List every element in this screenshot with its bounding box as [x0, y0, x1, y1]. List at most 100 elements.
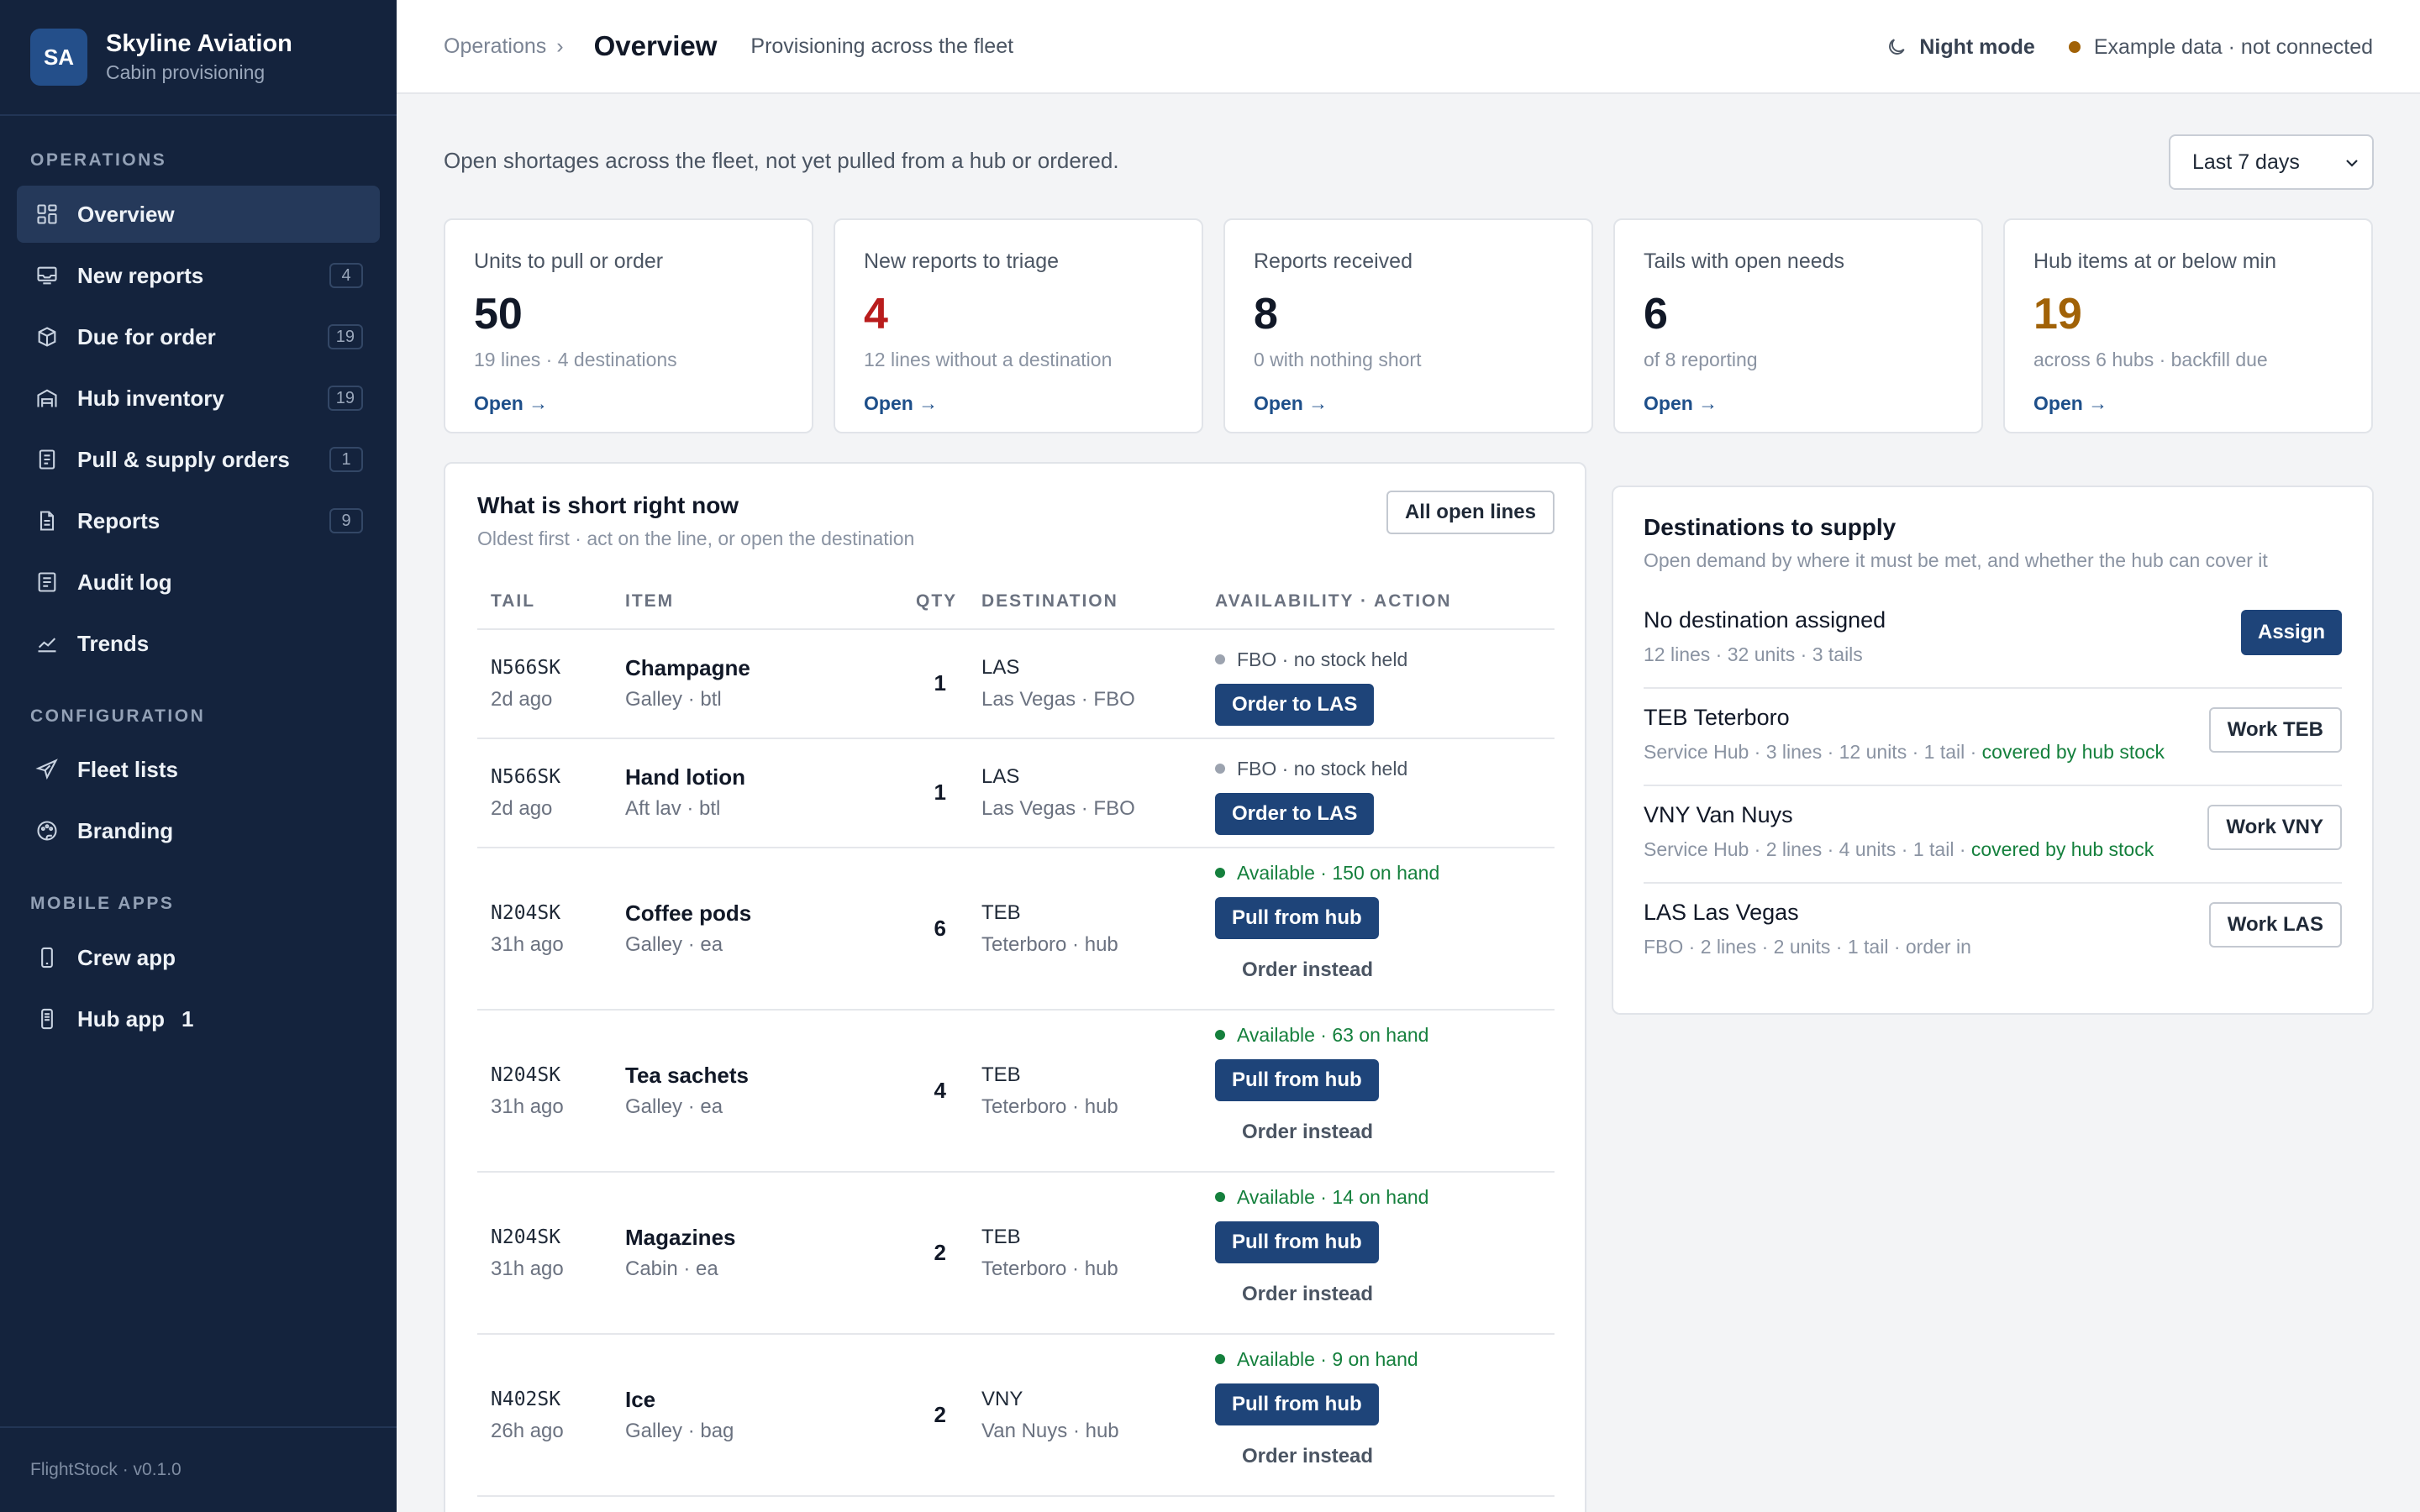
date-range-select[interactable]: Last 7 days: [2169, 134, 2374, 190]
sidebar: SA Skyline Aviation Cabin provisioning O…: [0, 0, 397, 1512]
status-text: Example data · not connected: [2093, 34, 2373, 59]
status-dot: [1215, 654, 1225, 664]
stat-open-link[interactable]: Open →: [1254, 392, 1328, 414]
work-las-button[interactable]: Work LAS: [2208, 902, 2342, 948]
stat-open-link[interactable]: Open →: [864, 392, 939, 414]
destination-name: Las Vegas · FBO: [981, 688, 1135, 711]
destination-title: LAS Las Vegas: [1644, 900, 1799, 925]
sidebar-item-reports[interactable]: Reports 9: [17, 492, 380, 549]
tail-number[interactable]: N566SK: [491, 766, 561, 788]
reported-ago: 31h ago: [491, 1095, 564, 1118]
nav-section-mobile-apps: MOBILE APPS: [30, 894, 175, 913]
order-instead-link[interactable]: Order instead: [1242, 958, 1374, 981]
tail-number[interactable]: N566SK: [491, 657, 561, 679]
sidebar-item-branding[interactable]: Branding: [17, 802, 380, 859]
sidebar-item-due-for-order[interactable]: Due for order 19: [17, 308, 380, 365]
column-header-destination: DESTINATION: [981, 591, 1118, 611]
stat-label: New reports to triage: [864, 249, 1060, 273]
sidebar-item-hub-app[interactable]: Hub app 1: [17, 990, 380, 1047]
sidebar-item-label: Reports: [77, 507, 160, 533]
destination-code[interactable]: LAS: [981, 656, 1020, 679]
pull-from-hub-button[interactable]: Pull from hub: [1215, 1383, 1379, 1425]
item-location: Galley · bag: [625, 1420, 734, 1442]
destination-code[interactable]: LAS: [981, 765, 1020, 788]
stat-note: across 6 hubs · backfill due: [2033, 349, 2268, 370]
order-button[interactable]: Order to LAS: [1215, 684, 1375, 726]
count-badge: 9: [329, 508, 363, 533]
destination-name: Teterboro · hub: [981, 1095, 1118, 1118]
work-vny-button[interactable]: Work VNY: [2207, 805, 2342, 850]
tail-number[interactable]: N402SK: [491, 1389, 561, 1410]
sidebar-item-hub-inventory[interactable]: Hub inventory 19: [17, 370, 380, 427]
destination-row-vny: VNY Van Nuys Service Hub · 2 lines · 4 u…: [1644, 786, 2342, 884]
sidebar-item-crew-app[interactable]: Crew app: [17, 929, 380, 986]
panel-title: What is short right now: [477, 492, 739, 518]
destination-row-las: LAS Las Vegas FBO · 2 lines · 2 units · …: [1644, 884, 2342, 981]
destination-code[interactable]: TEB: [981, 1063, 1021, 1086]
short-now-panel: What is short right now Oldest first · a…: [444, 462, 1586, 1512]
clipboard-icon: [35, 448, 59, 471]
sidebar-item-pull-supply-orders[interactable]: Pull & supply orders 1: [17, 431, 380, 488]
tail-number[interactable]: N204SK: [491, 1226, 561, 1248]
work-teb-button[interactable]: Work TEB: [2208, 707, 2342, 753]
pull-from-hub-button[interactable]: Pull from hub: [1215, 897, 1379, 939]
stat-open-link[interactable]: Open →: [2033, 392, 2108, 414]
list-icon: [35, 570, 59, 594]
item-name: Hand lotion: [625, 764, 745, 790]
stat-card-hub-items: Hub items at or below min 19 across 6 hu…: [2003, 218, 2373, 433]
count-badge: 19: [327, 324, 363, 349]
all-open-lines-button[interactable]: All open lines: [1386, 491, 1555, 534]
quantity: 2: [934, 1240, 946, 1265]
order-instead-link[interactable]: Order instead: [1242, 1445, 1374, 1467]
breadcrumb-operations[interactable]: Operations: [444, 34, 547, 58]
quantity: 4: [934, 1078, 946, 1103]
stat-value: 4: [864, 290, 888, 339]
destinations-panel: Destinations to supply Open demand by wh…: [1612, 486, 2374, 1015]
stat-value: 8: [1254, 290, 1278, 339]
order-instead-link[interactable]: Order instead: [1242, 1283, 1374, 1305]
sidebar-item-overview[interactable]: Overview: [17, 186, 380, 243]
stat-label: Hub items at or below min: [2033, 249, 2277, 273]
sidebar-item-new-reports[interactable]: New reports 4: [17, 247, 380, 304]
assign-button[interactable]: Assign: [2240, 610, 2342, 655]
night-mode-toggle[interactable]: Night mode: [1886, 35, 2035, 60]
panel-subtitle: Oldest first · act on the line, or open …: [477, 528, 915, 549]
quantity: 2: [934, 1402, 946, 1427]
availability-text: Available · 14 on hand: [1237, 1186, 1429, 1208]
connection-status: Example data · not connected: [2068, 34, 2373, 60]
status-dot: [1215, 1192, 1225, 1202]
destination-name: Teterboro · hub: [981, 1257, 1118, 1280]
count-badge: 4: [329, 263, 363, 288]
tail-number[interactable]: N204SK: [491, 1064, 561, 1086]
destination-code[interactable]: TEB: [981, 1226, 1021, 1248]
tail-number[interactable]: N204SK: [491, 902, 561, 924]
destination-row-teb: TEB Teterboro Service Hub · 3 lines · 12…: [1644, 689, 2342, 786]
availability-status: Available · 9 on hand: [1215, 1347, 1418, 1372]
status-dot: [1215, 1030, 1225, 1040]
stat-open-link[interactable]: Open →: [474, 392, 549, 414]
pull-from-hub-button[interactable]: Pull from hub: [1215, 1221, 1379, 1263]
table-row: N566SK 2d ago Champagne Galley · btl 1 L…: [477, 630, 1555, 739]
brand[interactable]: SA Skyline Aviation Cabin provisioning: [0, 0, 397, 116]
availability-text: FBO · no stock held: [1237, 758, 1408, 780]
sidebar-item-trends[interactable]: Trends: [17, 615, 380, 672]
destination-code[interactable]: TEB: [981, 901, 1021, 924]
order-button[interactable]: Order to LAS: [1215, 793, 1375, 835]
version-footer: FlightStock · v0.1.0: [0, 1426, 397, 1512]
sidebar-item-fleet-lists[interactable]: Fleet lists: [17, 741, 380, 798]
quantity: 1: [934, 670, 946, 696]
availability-status: Available · 14 on hand: [1215, 1184, 1428, 1210]
destination-code[interactable]: VNY: [981, 1388, 1023, 1410]
top-bar: Operations › Overview Provisioning acros…: [397, 0, 2420, 94]
trend-icon: [35, 632, 59, 655]
sidebar-item-audit-log[interactable]: Audit log: [17, 554, 380, 611]
stat-open-link[interactable]: Open →: [1644, 392, 1718, 414]
status-dot: [1215, 1354, 1225, 1364]
pull-from-hub-button[interactable]: Pull from hub: [1215, 1059, 1379, 1101]
box-icon: [35, 325, 59, 349]
order-instead-link[interactable]: Order instead: [1242, 1121, 1374, 1143]
sidebar-item-label: Trends: [77, 630, 150, 656]
item-location: Galley · ea: [625, 933, 723, 956]
sidebar-item-label: Crew app: [77, 944, 176, 970]
availability-status: Available · 150 on hand: [1215, 860, 1439, 885]
